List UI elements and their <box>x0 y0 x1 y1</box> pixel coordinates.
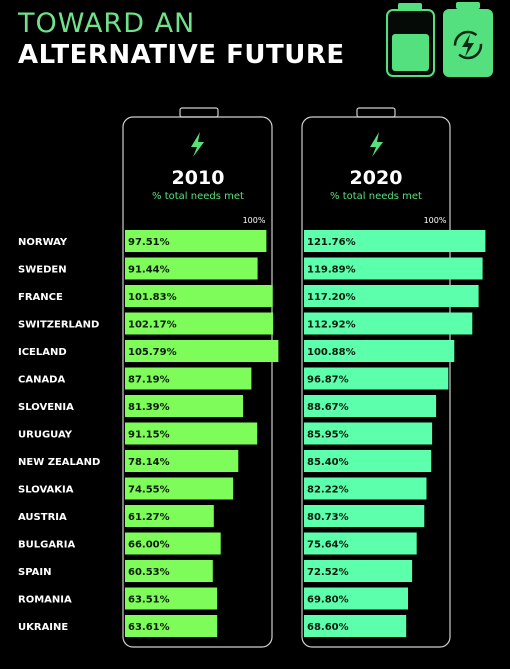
category-label: BULGARIA <box>18 540 75 551</box>
bar-2020 <box>304 587 408 610</box>
bar-2020 <box>304 505 425 527</box>
bar-2010 <box>125 477 234 500</box>
category-label: NEW ZEALAND <box>18 457 100 468</box>
data-label-2020: 96.87% <box>307 375 349 386</box>
bar-2010 <box>125 560 213 582</box>
data-label-2020: 112.92% <box>307 320 356 331</box>
data-label-2020: 119.89% <box>307 265 356 276</box>
bar-2020 <box>304 340 455 362</box>
data-label-2020: 68.60% <box>307 622 349 633</box>
data-label-2010: 60.53% <box>128 567 170 578</box>
data-label-2020: 75.64% <box>307 540 349 551</box>
bar-2020 <box>304 532 417 555</box>
bar-2010 <box>125 340 279 362</box>
panel-2010 <box>122 107 273 648</box>
data-label-2020: 121.76% <box>307 237 356 248</box>
category-label: CANADA <box>18 375 65 386</box>
bar-2020 <box>304 367 449 390</box>
category-label: NORWAY <box>18 237 68 248</box>
data-label-2010: 74.55% <box>128 485 170 496</box>
bar-2020 <box>304 257 483 280</box>
category-label: UKRAINE <box>18 622 68 633</box>
data-label-2020: 88.67% <box>307 402 349 413</box>
category-label: ROMANIA <box>18 595 72 606</box>
bar-2010 <box>125 230 267 252</box>
series-2010-subtitle: % total needs met <box>152 191 244 202</box>
data-label-2010: 66.00% <box>128 540 170 551</box>
bar-2020 <box>304 477 427 500</box>
category-label: URUGUAY <box>18 430 73 441</box>
bar-2010 <box>125 450 239 472</box>
lightning-bolt-icon <box>191 132 204 157</box>
category-label: SLOVENIA <box>18 402 74 413</box>
data-label-2020: 85.40% <box>307 457 349 468</box>
data-label-2020: 117.20% <box>307 292 356 303</box>
data-label-2010: 87.19% <box>128 375 170 386</box>
data-label-2010: 101.83% <box>128 292 177 303</box>
bar-2020 <box>304 422 433 445</box>
bar-2020 <box>304 450 432 472</box>
series-2020-title: 2020 <box>350 167 403 189</box>
data-label-2010: 91.15% <box>128 430 170 441</box>
bar-2020 <box>304 615 407 637</box>
title-line-2: ALTERNATIVE FUTURE <box>18 40 345 70</box>
data-label-2020: 85.95% <box>307 430 349 441</box>
data-label-2010: 78.14% <box>128 457 170 468</box>
bar-2010 <box>125 422 258 445</box>
data-label-2020: 100.88% <box>307 347 356 358</box>
bar-2010 <box>125 615 218 637</box>
bar-2020 <box>304 560 413 582</box>
category-label: FRANCE <box>18 292 63 303</box>
battery-recharge-icon <box>443 2 493 77</box>
category-label: SLOVAKIA <box>18 485 74 496</box>
series-2010-title: 2010 <box>172 167 225 189</box>
lightning-bolt-icon <box>370 132 383 157</box>
data-label-2020: 69.80% <box>307 595 349 606</box>
data-label-2010: 102.17% <box>128 320 177 331</box>
bar-2010 <box>125 312 274 335</box>
bar-2010 <box>125 285 273 307</box>
bar-2020 <box>304 285 479 307</box>
data-label-2020: 82.22% <box>307 485 349 496</box>
category-label: AUSTRIA <box>18 512 67 523</box>
reference-label-2010: 100% <box>243 216 266 225</box>
data-label-2010: 97.51% <box>128 237 170 248</box>
bar-2010 <box>125 587 218 610</box>
battery-half-icon <box>386 3 435 77</box>
data-label-2020: 80.73% <box>307 512 349 523</box>
bar-2020 <box>304 230 486 252</box>
data-label-2010: 61.27% <box>128 512 170 523</box>
data-label-2010: 63.61% <box>128 622 170 633</box>
bar-2010 <box>125 505 214 527</box>
panel-2020 <box>301 107 451 648</box>
data-label-2010: 81.39% <box>128 402 170 413</box>
category-label: ICELAND <box>18 347 67 358</box>
series-2020-subtitle: % total needs met <box>330 191 422 202</box>
bar-2010 <box>125 395 243 417</box>
data-label-2020: 72.52% <box>307 567 349 578</box>
bar-2010 <box>125 367 252 390</box>
data-label-2010: 105.79% <box>128 347 177 358</box>
reference-label-2020: 100% <box>424 216 447 225</box>
category-label: SWEDEN <box>18 265 67 276</box>
category-label: SWITZERLAND <box>18 320 99 331</box>
title-line-1: TOWARD AN <box>18 8 196 39</box>
data-label-2010: 91.44% <box>128 265 170 276</box>
bar-2010 <box>125 532 221 555</box>
data-label-2010: 63.51% <box>128 595 170 606</box>
bar-2020 <box>304 312 473 335</box>
bar-2020 <box>304 395 437 417</box>
category-label: SPAIN <box>18 567 51 578</box>
bar-2010 <box>125 257 258 280</box>
